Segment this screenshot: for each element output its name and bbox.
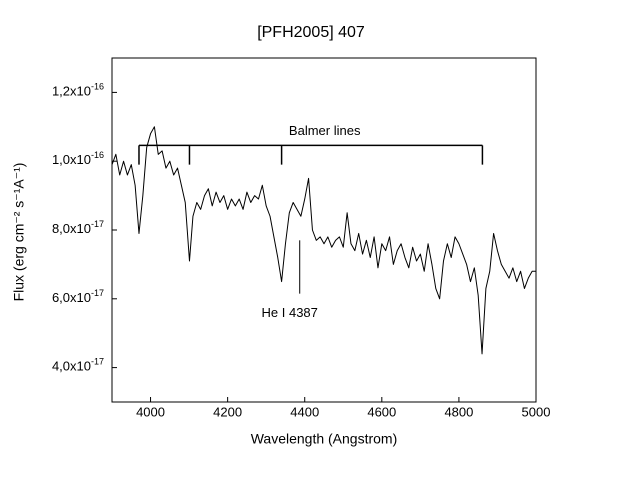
spectrum-line (111, 126, 536, 355)
x-tick-label: 4800 (444, 404, 473, 419)
y-tick-label: 1,0x10-16 (52, 151, 104, 168)
x-axis-label: Wavelength (Angstrom) (251, 431, 398, 447)
balmer-label: Balmer lines (289, 123, 361, 138)
x-tick-label: 5000 (522, 404, 551, 419)
y-tick-label: 6,0x10-17 (52, 288, 104, 305)
y-tick-label: 4,0x10-17 (52, 357, 104, 374)
y-tick-label: 8,0x10-17 (52, 219, 104, 236)
y-tick-label: 1,2x10-16 (52, 82, 104, 99)
x-tick-label: 4200 (213, 404, 242, 419)
x-tick-label: 4600 (367, 404, 396, 419)
plot-frame (111, 57, 537, 403)
chart-title: [PFH2005] 407 (257, 24, 365, 41)
x-tick-label: 4400 (290, 404, 319, 419)
y-axis-label: Flux (erg cm⁻² s⁻¹A⁻¹) (11, 163, 27, 302)
he-label: He I 4387 (262, 305, 318, 320)
x-tick-label: 4000 (136, 404, 165, 419)
